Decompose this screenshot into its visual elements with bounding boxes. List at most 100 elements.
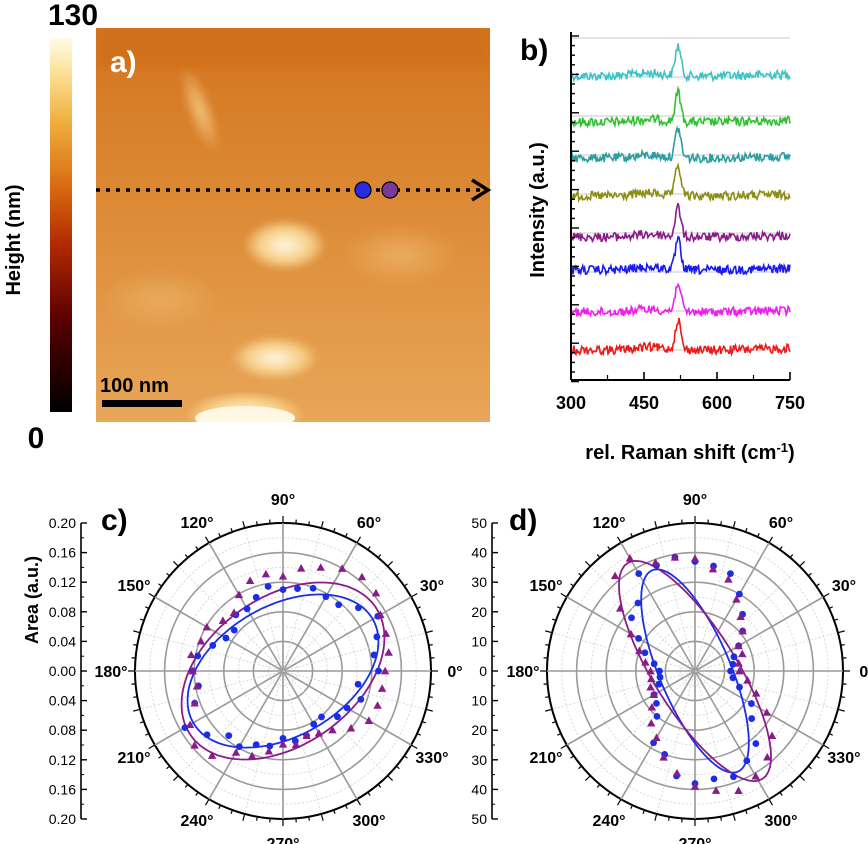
data-point-blue bbox=[635, 570, 643, 577]
data-point-purple bbox=[328, 725, 337, 734]
radial-tick-label: 0.08 bbox=[49, 604, 76, 620]
polar-tick bbox=[387, 560, 394, 567]
data-point-purple bbox=[738, 626, 747, 635]
data-point-purple bbox=[736, 612, 745, 620]
angle-label: 330° bbox=[827, 750, 860, 767]
polar-tick bbox=[745, 527, 748, 533]
polar-tick bbox=[144, 606, 150, 609]
polar-spoke bbox=[282, 596, 412, 672]
polar-tick bbox=[560, 744, 568, 750]
polar-tick bbox=[395, 572, 400, 577]
data-point-blue bbox=[203, 731, 211, 739]
data-point-purple bbox=[610, 571, 620, 580]
angle-label: 300° bbox=[764, 813, 797, 830]
polar-tick bbox=[356, 536, 362, 544]
data-point-purple bbox=[346, 723, 356, 732]
data-point-purple bbox=[373, 701, 382, 709]
data-point-blue bbox=[309, 584, 317, 592]
data-point-purple bbox=[190, 741, 199, 749]
data-point-purple bbox=[641, 658, 650, 666]
radial-tick-label: 50 bbox=[471, 811, 487, 827]
data-point-purple bbox=[291, 740, 301, 748]
panel-b-ylabel: Intensity (a.u.) bbox=[527, 142, 549, 278]
polar-tick bbox=[654, 521, 658, 529]
polar-tick bbox=[403, 755, 408, 759]
polar-tick bbox=[308, 816, 310, 821]
angle-label: 90° bbox=[683, 492, 707, 509]
data-point-purple bbox=[229, 608, 239, 616]
polar-tick bbox=[570, 755, 575, 759]
radial-tick-label: 0.04 bbox=[49, 693, 76, 709]
polar-tick bbox=[416, 606, 422, 609]
colorbar bbox=[50, 38, 72, 412]
polar-tick bbox=[596, 783, 601, 788]
polar-tick bbox=[757, 804, 760, 810]
polar-tick bbox=[630, 532, 633, 538]
polar-tick bbox=[833, 618, 839, 621]
radial-tick-label: 0.16 bbox=[49, 781, 76, 797]
angle-label: 210° bbox=[117, 750, 150, 767]
data-point-purple bbox=[690, 554, 700, 562]
data-point-purple bbox=[202, 622, 211, 631]
polar-tick bbox=[807, 572, 812, 577]
data-point-purple bbox=[647, 718, 656, 727]
radial-tick-label: 0 bbox=[479, 663, 487, 679]
polar-tick bbox=[172, 775, 179, 782]
panel-c-label: c) bbox=[101, 504, 128, 537]
radial-tick-label: 30 bbox=[471, 752, 487, 768]
data-point-purple bbox=[763, 752, 772, 761]
polar-tick bbox=[308, 521, 310, 526]
polar-tick bbox=[195, 546, 199, 551]
data-point-blue bbox=[279, 586, 287, 593]
polar-tick bbox=[421, 721, 427, 724]
data-point-purple bbox=[278, 740, 288, 748]
data-point-purple bbox=[380, 666, 390, 675]
afm-height-map bbox=[96, 28, 490, 422]
panel-b-yticks bbox=[571, 35, 579, 383]
polar-tick bbox=[144, 733, 150, 736]
polar-tick bbox=[799, 775, 806, 782]
polar-tick bbox=[242, 521, 246, 529]
data-point-blue bbox=[279, 734, 287, 742]
radial-tick-label: 10 bbox=[471, 693, 487, 709]
polar-tick bbox=[642, 527, 645, 533]
polar-spoke bbox=[566, 670, 696, 746]
polar-spoke bbox=[589, 670, 696, 777]
data-point-purple bbox=[743, 676, 752, 684]
angle-label: 30° bbox=[832, 578, 856, 595]
data-point-blue bbox=[235, 743, 243, 751]
polar-tick bbox=[172, 560, 179, 567]
data-point-purple bbox=[738, 649, 747, 658]
data-point-blue bbox=[650, 739, 657, 747]
data-point-blue bbox=[730, 773, 737, 781]
panel-c-polar-plot: 0° 30° 60° 90° 120° 150° 180° 210° 240° 270° 300° 3… bbox=[94, 492, 462, 844]
polar-spoke bbox=[551, 670, 696, 710]
polar-tick bbox=[204, 798, 210, 806]
data-point-blue bbox=[641, 649, 649, 657]
data-point-purple bbox=[384, 648, 393, 656]
data-point-purple bbox=[751, 771, 760, 780]
data-point-purple bbox=[207, 751, 217, 759]
polar-spoke bbox=[656, 670, 696, 815]
polar-tick bbox=[779, 791, 783, 796]
data-point-purple bbox=[651, 558, 660, 566]
data-point-blue bbox=[655, 680, 663, 688]
spectrum-line-1 bbox=[570, 43, 791, 84]
data-point-purple bbox=[672, 768, 682, 777]
polar-tick bbox=[428, 644, 433, 646]
polar-tick bbox=[148, 744, 156, 750]
angle-label: 180° bbox=[506, 664, 539, 681]
radial-tick-label: 0.00 bbox=[49, 663, 76, 679]
polar-tick bbox=[840, 644, 845, 646]
angle-label: 60° bbox=[357, 515, 381, 532]
polar-tick bbox=[230, 809, 233, 815]
polar-tick bbox=[570, 583, 575, 587]
polar-tick bbox=[607, 791, 611, 796]
polar-tick bbox=[133, 696, 138, 698]
data-point-blue bbox=[343, 704, 351, 712]
polar-tick bbox=[828, 606, 834, 609]
polar-tick bbox=[166, 572, 171, 577]
polar-tick bbox=[822, 592, 830, 598]
data-point-blue bbox=[729, 660, 737, 668]
